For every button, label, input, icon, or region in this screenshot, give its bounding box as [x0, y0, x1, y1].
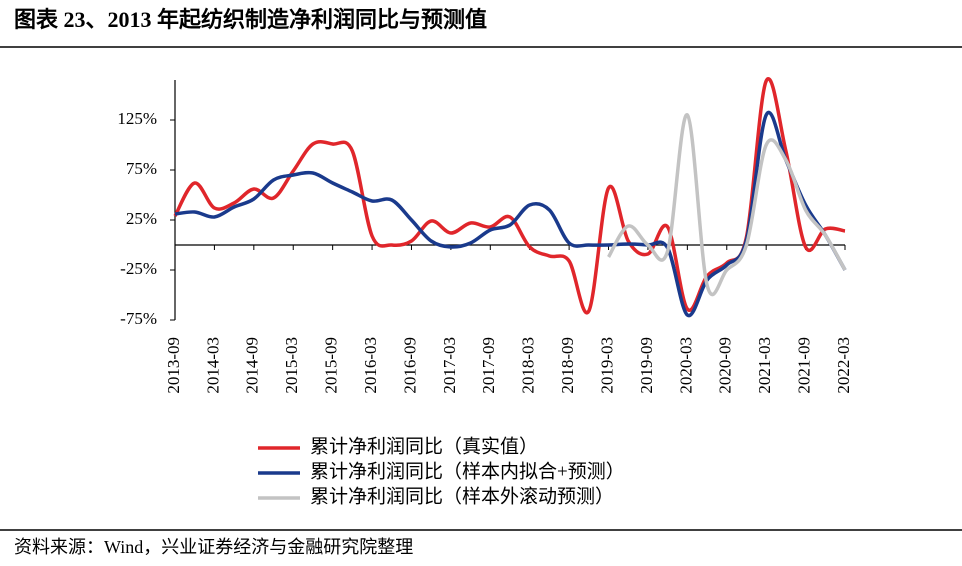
legend-label: 累计净利润同比（真实值）	[310, 435, 538, 457]
x-tick-label: 2020-09	[716, 337, 735, 394]
x-tick-label: 2019-09	[637, 337, 656, 394]
x-tick-label: 2019-03	[597, 337, 616, 394]
source-note: 资料来源：Wind，兴业证券经济与金融研究院整理	[14, 537, 413, 557]
x-tick-label: 2017-09	[479, 337, 498, 394]
x-tick-label: 2015-03	[282, 337, 301, 394]
x-tick-label: 2014-09	[243, 337, 262, 394]
x-tick-label: 2014-03	[203, 337, 222, 394]
series-line	[174, 110, 847, 318]
x-tick-label: 2020-03	[676, 337, 695, 394]
x-tick-label: 2016-03	[361, 337, 380, 394]
chart-title: 图表 23、2013 年起纺织制造净利润同比与预测值	[14, 7, 487, 32]
x-tick-label: 2021-09	[794, 337, 813, 394]
series-line	[173, 77, 846, 315]
legend-label: 累计净利润同比（样本内拟合+预测）	[310, 460, 625, 482]
x-tick-label: 2022-03	[834, 337, 853, 394]
y-tick-label: -25%	[120, 259, 157, 278]
series-line	[607, 113, 847, 297]
y-tick-label: -75%	[120, 309, 157, 328]
y-tick-label: 25%	[126, 209, 157, 228]
x-tick-label: 2015-09	[322, 337, 341, 394]
x-tick-label: 2013-09	[164, 337, 183, 394]
legend-label: 累计净利润同比（样本外滚动预测）	[310, 485, 614, 507]
x-tick-label: 2016-09	[400, 337, 419, 394]
y-tick-label: 125%	[117, 109, 157, 128]
x-tick-label: 2017-03	[440, 337, 459, 394]
x-tick-label: 2018-03	[519, 337, 538, 394]
y-tick-label: 75%	[126, 159, 157, 178]
x-tick-label: 2021-03	[755, 337, 774, 394]
x-tick-label: 2018-09	[558, 337, 577, 394]
